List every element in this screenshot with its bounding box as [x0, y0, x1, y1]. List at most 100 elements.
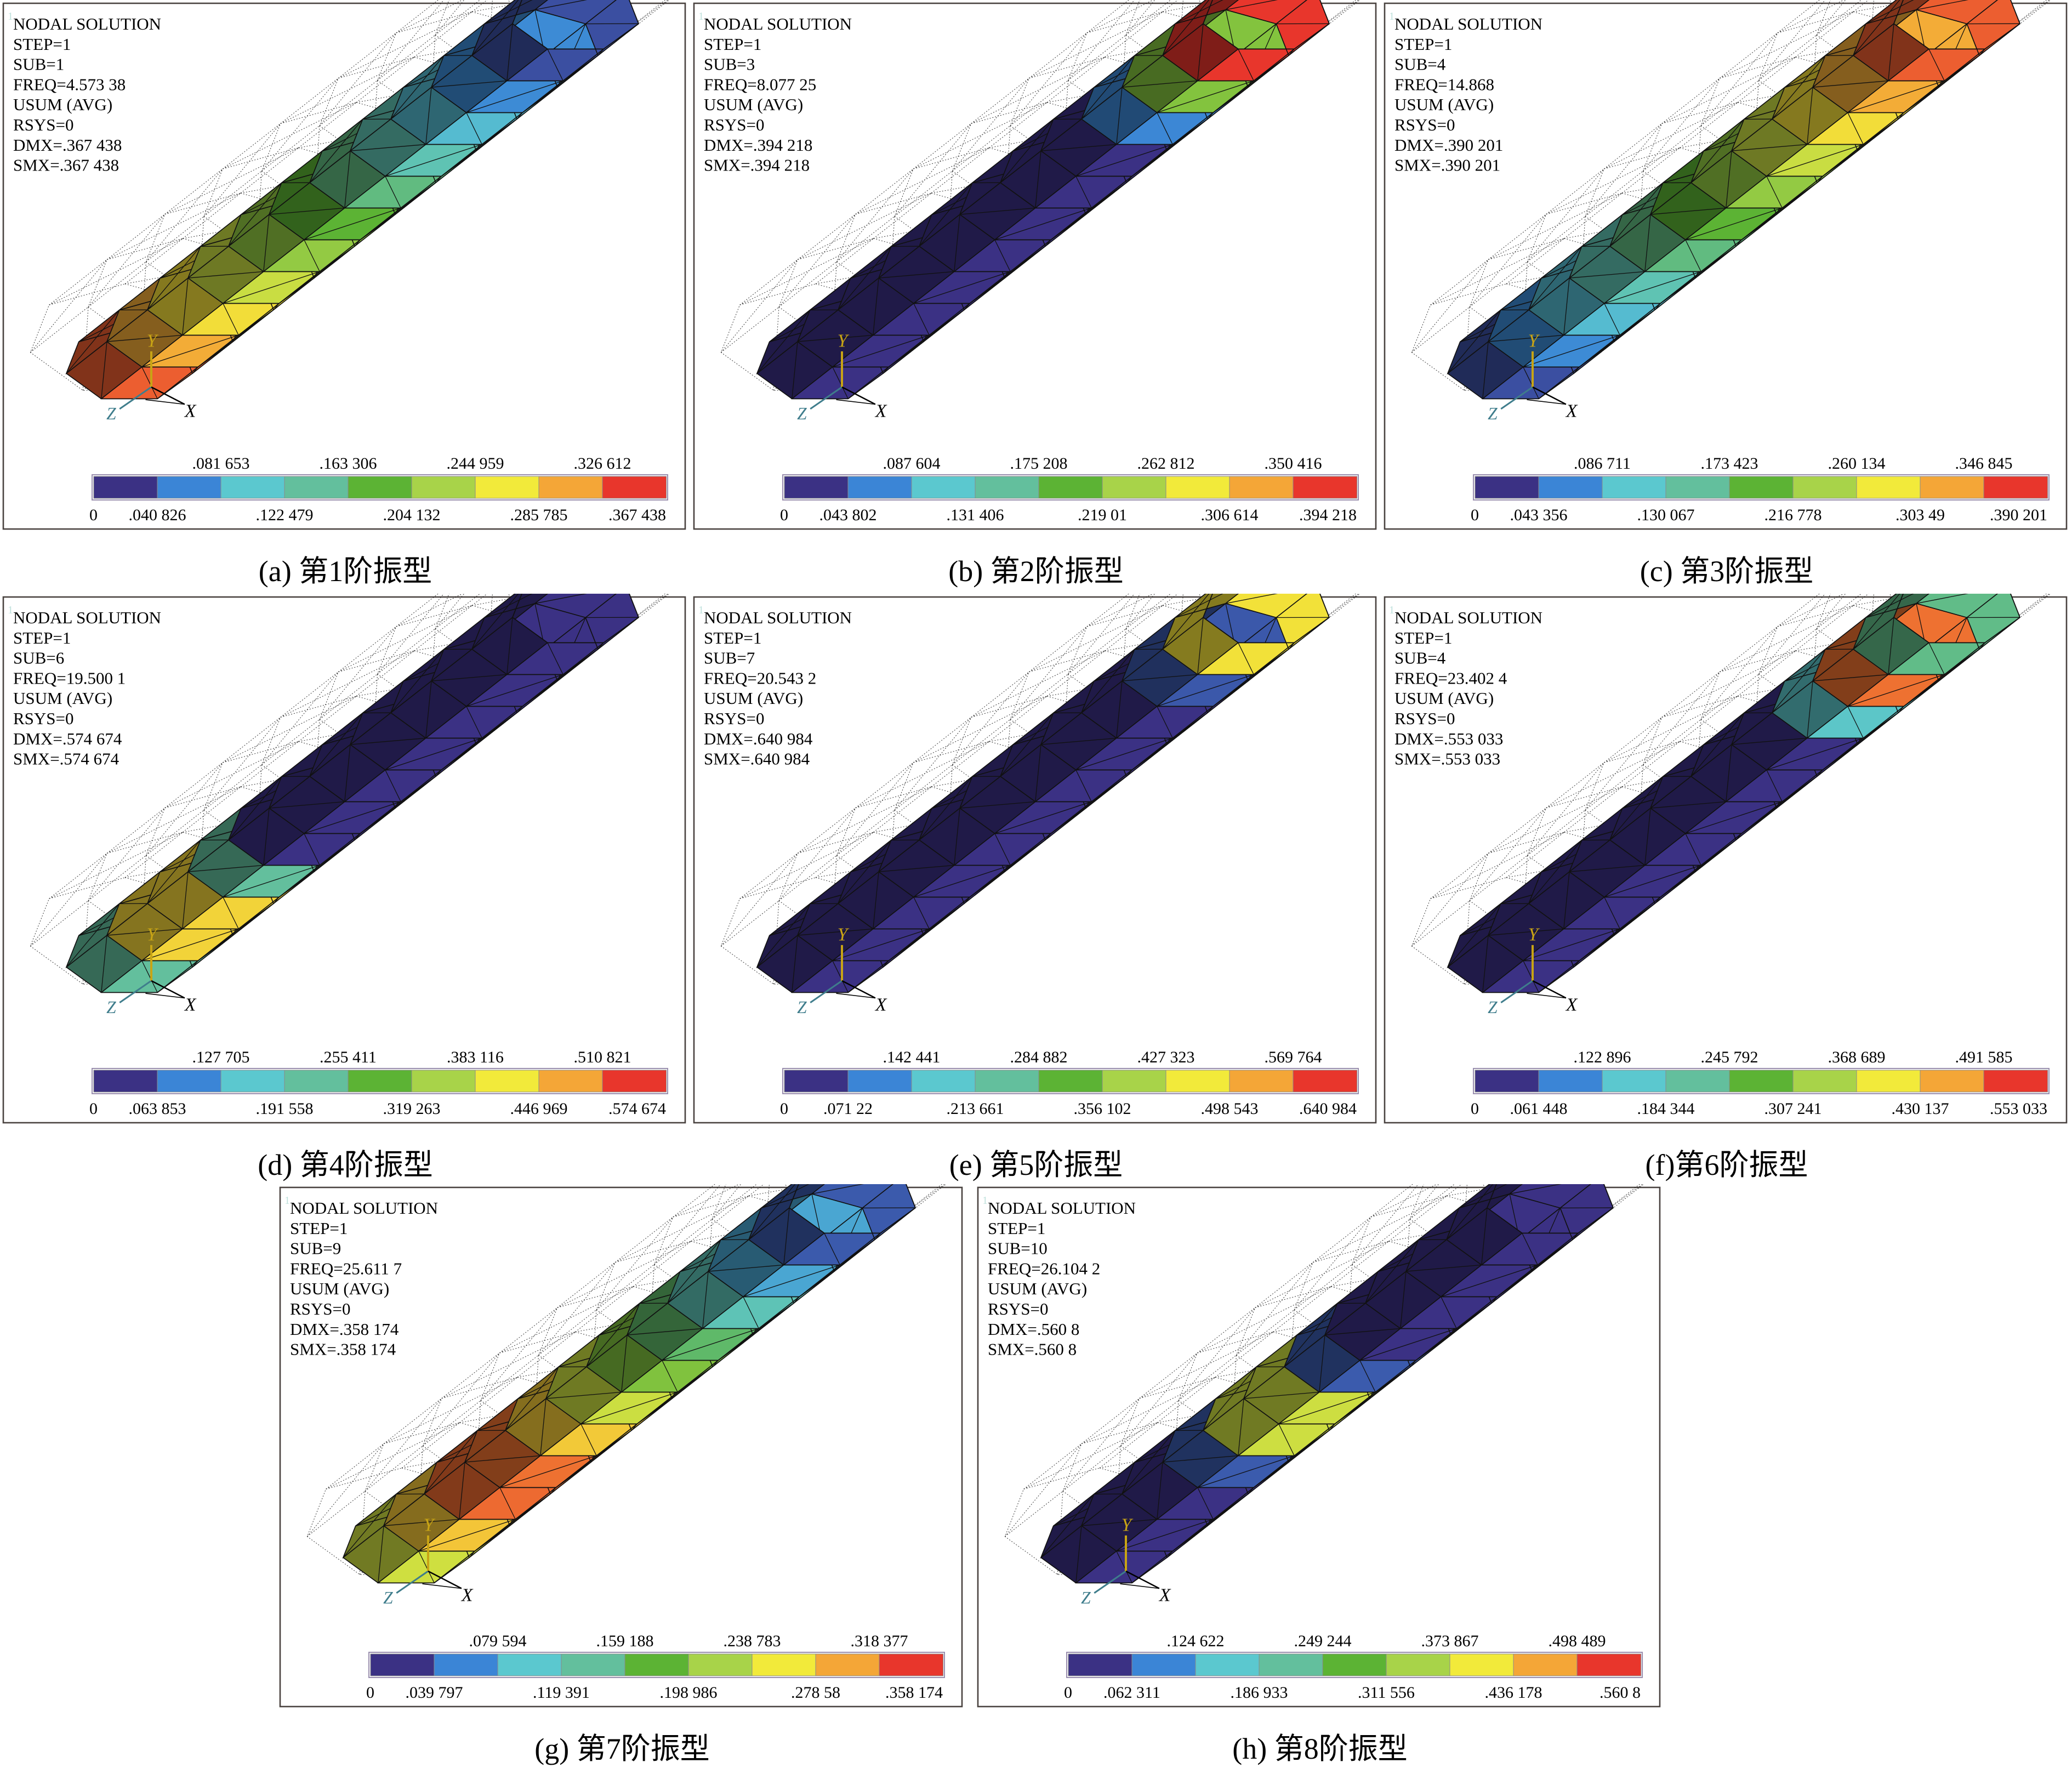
svg-text:.204 132: .204 132 [383, 506, 441, 524]
svg-text:SMX=.394 218: SMX=.394 218 [704, 156, 810, 175]
svg-text:DMX=.574 674: DMX=.574 674 [13, 729, 122, 748]
svg-text:.079 594: .079 594 [469, 1632, 527, 1650]
svg-text:SMX=.358 174: SMX=.358 174 [290, 1340, 396, 1359]
svg-text:SUB=1: SUB=1 [13, 55, 64, 74]
svg-text:.319 263: .319 263 [383, 1100, 441, 1118]
svg-text:1: 1 [1389, 604, 1394, 616]
svg-text:.245 792: .245 792 [1701, 1048, 1758, 1066]
svg-text:1: 1 [698, 604, 704, 616]
svg-text:0: 0 [1064, 1684, 1072, 1702]
svg-text:DMX=.390 201: DMX=.390 201 [1394, 135, 1503, 155]
svg-text:.175 208: .175 208 [1010, 454, 1068, 473]
svg-text:X: X [1565, 401, 1578, 422]
svg-text:.427 323: .427 323 [1137, 1048, 1195, 1066]
svg-text:FREQ=8.077 25: FREQ=8.077 25 [704, 75, 816, 94]
svg-text:.640 984: .640 984 [1299, 1100, 1357, 1118]
svg-text:.255 411: .255 411 [320, 1048, 377, 1066]
svg-text:Z: Z [797, 404, 807, 423]
svg-text:USUM (AVG): USUM (AVG) [704, 689, 803, 708]
svg-text:NODAL SOLUTION: NODAL SOLUTION [1394, 14, 1542, 33]
svg-text:1: 1 [8, 10, 13, 22]
svg-text:SMX=.560 8: SMX=.560 8 [988, 1340, 1077, 1359]
svg-text:STEP=1: STEP=1 [13, 35, 71, 54]
svg-text:Z: Z [1488, 404, 1498, 423]
svg-text:USUM (AVG): USUM (AVG) [13, 95, 112, 114]
svg-text:Z: Z [1488, 998, 1498, 1017]
svg-text:SMX=.553 033: SMX=.553 033 [1394, 749, 1500, 769]
svg-text:.131 406: .131 406 [947, 506, 1004, 524]
svg-text:.350 416: .350 416 [1265, 454, 1322, 473]
svg-text:.318 377: .318 377 [851, 1632, 908, 1650]
svg-text:.560 8: .560 8 [1599, 1684, 1641, 1702]
svg-text:1: 1 [982, 1195, 988, 1207]
svg-text:1: 1 [1389, 10, 1394, 22]
svg-text:DMX=.640 984: DMX=.640 984 [704, 729, 813, 748]
svg-text:.219 01: .219 01 [1078, 506, 1127, 524]
svg-text:.122 896: .122 896 [1574, 1048, 1631, 1066]
svg-text:.142 441: .142 441 [883, 1048, 941, 1066]
svg-text:.436 178: .436 178 [1485, 1684, 1542, 1702]
svg-text:.306 614: .306 614 [1201, 506, 1259, 524]
svg-text:.191 558: .191 558 [256, 1100, 314, 1118]
svg-text:STEP=1: STEP=1 [704, 628, 761, 647]
svg-text:.062 311: .062 311 [1103, 1684, 1160, 1702]
svg-text:.446 969: .446 969 [510, 1100, 568, 1118]
svg-text:.498 489: .498 489 [1549, 1632, 1606, 1650]
svg-text:.346 845: .346 845 [1955, 454, 2013, 473]
svg-text:.163 306: .163 306 [320, 454, 377, 473]
svg-text:RSYS=0: RSYS=0 [290, 1299, 351, 1318]
svg-text:.262 812: .262 812 [1137, 454, 1195, 473]
svg-text:.311 556: .311 556 [1358, 1684, 1415, 1702]
svg-text:.553 033: .553 033 [1990, 1100, 2047, 1118]
svg-text:.213 661: .213 661 [947, 1100, 1004, 1118]
svg-text:SUB=3: SUB=3 [704, 55, 755, 74]
svg-text:RSYS=0: RSYS=0 [704, 709, 765, 728]
svg-text:.373 867: .373 867 [1421, 1632, 1479, 1650]
svg-text:.043 356: .043 356 [1510, 506, 1568, 524]
svg-text:STEP=1: STEP=1 [704, 35, 761, 54]
svg-text:X: X [460, 1585, 474, 1606]
svg-text:.061 448: .061 448 [1510, 1100, 1568, 1118]
svg-text:SUB=4: SUB=4 [1394, 55, 1446, 74]
svg-text:NODAL SOLUTION: NODAL SOLUTION [13, 14, 161, 33]
svg-text:STEP=1: STEP=1 [290, 1219, 348, 1238]
svg-text:USUM (AVG): USUM (AVG) [13, 689, 112, 708]
svg-text:.569 764: .569 764 [1265, 1048, 1322, 1066]
svg-text:RSYS=0: RSYS=0 [13, 115, 74, 134]
svg-text:.198 986: .198 986 [660, 1684, 718, 1702]
svg-text:STEP=1: STEP=1 [1394, 35, 1452, 54]
svg-text:STEP=1: STEP=1 [1394, 628, 1452, 647]
svg-text:.278 58: .278 58 [791, 1684, 840, 1702]
svg-text:Z: Z [1081, 1588, 1091, 1607]
svg-text:FREQ=19.500 1: FREQ=19.500 1 [13, 668, 126, 687]
svg-text:.127 705: .127 705 [192, 1048, 250, 1066]
svg-text:.071 22: .071 22 [823, 1100, 873, 1118]
svg-text:.249 244: .249 244 [1294, 1632, 1352, 1650]
svg-text:USUM (AVG): USUM (AVG) [988, 1279, 1087, 1298]
svg-text:0: 0 [1471, 1100, 1479, 1118]
svg-text:STEP=1: STEP=1 [13, 628, 71, 647]
svg-text:.081 653: .081 653 [192, 454, 250, 473]
svg-text:0: 0 [780, 1100, 788, 1118]
svg-text:.130 067: .130 067 [1637, 506, 1695, 524]
svg-text:RSYS=0: RSYS=0 [988, 1299, 1049, 1318]
svg-text:.491 585: .491 585 [1955, 1048, 2013, 1066]
svg-text:Z: Z [383, 1588, 393, 1607]
svg-text:.173 423: .173 423 [1701, 454, 1758, 473]
svg-text:FREQ=20.543 2: FREQ=20.543 2 [704, 668, 816, 687]
svg-text:1: 1 [284, 1195, 290, 1207]
svg-text:SMX=.640 984: SMX=.640 984 [704, 749, 810, 769]
svg-text:.285 785: .285 785 [510, 506, 568, 524]
svg-text:USUM (AVG): USUM (AVG) [704, 95, 803, 114]
svg-text:NODAL SOLUTION: NODAL SOLUTION [704, 608, 852, 627]
svg-text:.390 201: .390 201 [1990, 506, 2047, 524]
svg-text:.039 797: .039 797 [406, 1684, 463, 1702]
svg-text:.430 137: .430 137 [1892, 1100, 1949, 1118]
svg-text:FREQ=14.868: FREQ=14.868 [1394, 75, 1494, 94]
svg-text:FREQ=26.104 2: FREQ=26.104 2 [988, 1259, 1100, 1278]
svg-text:.394 218: .394 218 [1299, 506, 1357, 524]
svg-text:SMX=.390 201: SMX=.390 201 [1394, 156, 1500, 175]
svg-text:SUB=10: SUB=10 [988, 1239, 1048, 1258]
svg-text:NODAL SOLUTION: NODAL SOLUTION [1394, 608, 1542, 627]
svg-text:0: 0 [89, 1100, 98, 1118]
